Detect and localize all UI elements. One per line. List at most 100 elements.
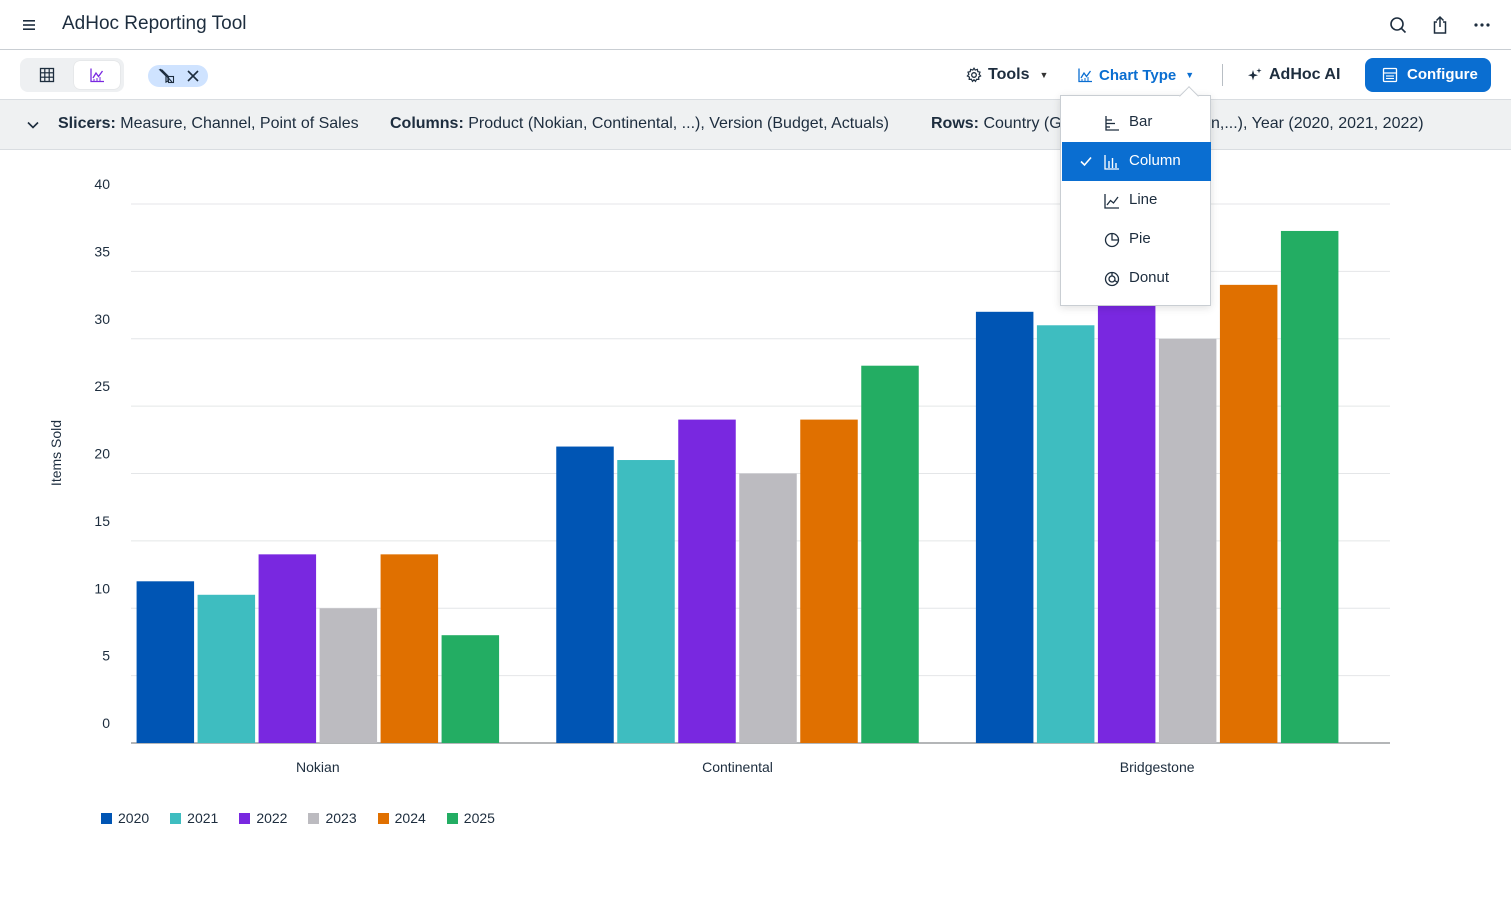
legend-swatch <box>377 812 389 824</box>
legend-label: 2025 <box>463 810 495 826</box>
column-chart-icon <box>1104 154 1120 174</box>
legend-item[interactable]: 2021 <box>170 810 218 826</box>
chart-type-option-donut[interactable]: Donut <box>1062 259 1211 298</box>
y-tick-label: 40 <box>94 176 110 192</box>
legend-item[interactable]: 2020 <box>101 810 149 826</box>
app-title: AdHoc Reporting Tool <box>62 13 247 34</box>
checkmark-icon <box>1079 154 1093 172</box>
legend-label: 2024 <box>394 810 426 826</box>
legend-label: 2023 <box>325 810 357 826</box>
configure-label: Configure <box>1407 66 1478 83</box>
x-category-label: Nokian <box>296 759 340 775</box>
caret-down-icon: ▼ <box>1039 70 1049 80</box>
chart-type-menu: Bar Column Line Pie Donut <box>1060 95 1211 306</box>
chart-type-button[interactable]: Chart Type ▼ <box>1077 58 1194 92</box>
x-category-label: Continental <box>702 759 773 775</box>
y-tick-label: 20 <box>94 446 110 462</box>
legend-swatch <box>239 812 251 824</box>
table-grid-icon <box>39 67 55 83</box>
chart-legend: 2020 2021 2022 2023 2024 2025 <box>101 810 516 826</box>
bar-2025-nokian <box>441 635 500 743</box>
chart-type-option-label: Pie <box>1129 230 1151 247</box>
table-view-button[interactable] <box>24 61 70 89</box>
adhoc-ai-button[interactable]: AdHoc AI <box>1247 58 1340 92</box>
legend-label: 2021 <box>187 810 219 826</box>
y-tick-label: 10 <box>94 580 110 596</box>
bar-2020-nokian <box>136 581 195 743</box>
more-options-icon[interactable] <box>1471 14 1493 36</box>
adhoc-ai-label: AdHoc AI <box>1269 66 1341 83</box>
report-info-bar: Slicers: Measure, Channel, Point of Sale… <box>0 100 1511 150</box>
chart-line-icon <box>90 68 104 83</box>
share-icon[interactable] <box>1429 14 1451 36</box>
bar-2022-continental <box>678 419 736 743</box>
column-chart: 0 5 10 15 20 25 30 35 40 Items Sold Nokian Continen… <box>48 176 1390 775</box>
close-icon[interactable] <box>185 68 201 84</box>
filter-token[interactable] <box>148 65 208 87</box>
bar-2024-nokian <box>380 554 439 743</box>
donut-chart-icon <box>1104 271 1120 291</box>
slicers-key: Slicers: <box>58 115 116 132</box>
tools-label: Tools <box>988 66 1030 83</box>
chart-type-icon <box>1078 68 1092 83</box>
columns-key: Columns: <box>390 115 464 132</box>
bar-2020-bridgestone <box>975 311 1034 743</box>
legend-item[interactable]: 2023 <box>308 810 357 826</box>
bar-2022-nokian <box>258 554 317 743</box>
bar-2025-bridgestone <box>1280 230 1339 743</box>
columns-info: Columns: Product (Nokian, Continental, .… <box>390 115 889 133</box>
legend-item[interactable]: 2025 <box>446 810 495 826</box>
bar-2023-bridgestone <box>1158 338 1217 743</box>
chart-type-option-label: Column <box>1129 152 1181 169</box>
legend-swatch <box>308 812 320 824</box>
legend-item[interactable]: 2024 <box>377 810 426 826</box>
tools-button[interactable]: Tools ▼ <box>966 58 1048 92</box>
bar-2022-bridgestone <box>1097 298 1156 743</box>
sparkle-icon <box>1248 68 1262 81</box>
chart-type-option-bar[interactable]: Bar <box>1062 103 1211 142</box>
bar-chart-icon <box>1104 115 1120 135</box>
line-chart-icon <box>1104 193 1120 213</box>
bar-2021-bridgestone <box>1036 325 1095 743</box>
chart-type-label: Chart Type <box>1099 66 1177 84</box>
chart-type-option-line[interactable]: Line <box>1062 181 1211 220</box>
bar-2024-continental <box>800 419 858 743</box>
rows-info: Rows: Country (G <box>931 115 1062 133</box>
search-icon[interactable] <box>1387 14 1409 36</box>
y-tick-label: 35 <box>94 243 110 259</box>
y-tick-label: 25 <box>94 378 110 394</box>
bar-2024-bridgestone <box>1219 284 1278 743</box>
rows-key: Rows: <box>931 115 979 132</box>
bar-2021-continental <box>617 460 675 743</box>
shell-bar: AdHoc Reporting Tool <box>0 0 1511 50</box>
legend-swatch <box>170 812 182 824</box>
legend-label: 2020 <box>118 810 150 826</box>
y-tick-label: 15 <box>94 513 110 529</box>
legend-swatch <box>101 812 112 824</box>
chart-view-button[interactable] <box>74 61 120 89</box>
rows-value-left: Country (G <box>983 115 1062 132</box>
view-switch <box>20 58 124 92</box>
y-axis-title: Items Sold <box>48 420 64 486</box>
chart-type-option-pie[interactable]: Pie <box>1062 220 1211 259</box>
chevron-down-icon[interactable] <box>25 117 41 133</box>
hamburger-menu-icon[interactable] <box>18 14 40 36</box>
chart-type-option-column[interactable]: Column <box>1062 142 1211 181</box>
hide-filter-icon <box>158 68 175 84</box>
y-tick-label: 5 <box>102 648 110 664</box>
configure-panel-icon <box>1382 67 1398 83</box>
legend-item[interactable]: 2022 <box>239 810 287 826</box>
configure-button[interactable]: Configure <box>1365 58 1491 92</box>
x-category-label: Bridgestone <box>1120 759 1195 775</box>
pie-chart-icon <box>1104 232 1120 252</box>
y-tick-label: 0 <box>102 715 110 731</box>
bar-2020-continental <box>556 446 614 743</box>
toolbar: Tools ▼ Chart Type ▼ AdHoc AI Configure <box>0 50 1511 100</box>
chart-area: 0 5 10 15 20 25 30 35 40 Items Sold Nokian Continen… <box>0 150 1511 900</box>
slicers-info: Slicers: Measure, Channel, Point of Sale… <box>58 115 359 133</box>
gear-icon <box>966 67 982 83</box>
bar-2023-nokian <box>319 608 378 743</box>
legend-swatch <box>446 812 458 824</box>
bar-2023-continental <box>739 473 797 743</box>
caret-down-icon: ▼ <box>1185 70 1195 80</box>
